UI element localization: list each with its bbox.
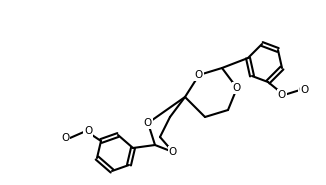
Text: O: O	[144, 118, 152, 128]
Text: O: O	[233, 83, 241, 93]
Text: O: O	[278, 90, 286, 100]
Text: O: O	[301, 85, 309, 95]
Text: O: O	[169, 147, 177, 157]
Text: O: O	[299, 85, 307, 95]
Text: O: O	[61, 133, 69, 143]
Text: O: O	[195, 70, 203, 80]
Text: O: O	[84, 126, 92, 136]
